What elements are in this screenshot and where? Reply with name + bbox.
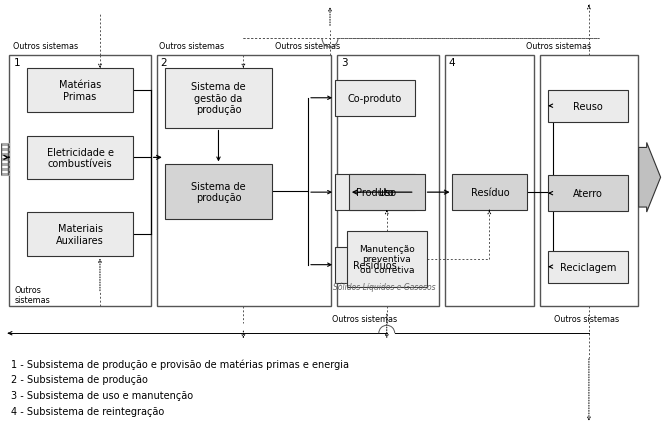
Bar <box>548 176 627 212</box>
Text: Aterro: Aterro <box>573 189 603 199</box>
FancyArrow shape <box>639 143 661 212</box>
Text: Outros sistemas: Outros sistemas <box>276 42 341 51</box>
Text: Sistema de
gestão da
produção: Sistema de gestão da produção <box>191 82 246 115</box>
Text: Outros sistemas: Outros sistemas <box>332 315 397 323</box>
Bar <box>157 56 331 307</box>
Bar <box>335 175 414 211</box>
Bar <box>349 175 424 211</box>
Text: Outros sistemas: Outros sistemas <box>526 42 592 51</box>
Text: 1 - Subsistema de produção e provisão de matérias primas e energia: 1 - Subsistema de produção e provisão de… <box>11 358 349 369</box>
Text: Matérias
Primas: Matérias Primas <box>59 80 101 101</box>
Bar <box>452 175 527 211</box>
Bar <box>548 251 627 283</box>
Bar <box>347 231 426 287</box>
Bar <box>335 247 414 283</box>
Bar <box>165 69 272 128</box>
Text: Sistema de
produção: Sistema de produção <box>191 181 246 203</box>
Text: Reciclagem: Reciclagem <box>560 262 616 272</box>
Bar <box>9 56 151 307</box>
Text: Resíduos: Resíduos <box>353 260 396 270</box>
Bar <box>444 56 534 307</box>
Text: 4: 4 <box>448 58 455 68</box>
Text: 2: 2 <box>161 58 167 68</box>
Bar <box>27 212 133 256</box>
Text: 1: 1 <box>13 58 20 68</box>
Text: Outros
sistemas: Outros sistemas <box>15 285 50 304</box>
Bar <box>335 81 414 117</box>
Bar <box>337 56 438 307</box>
Bar <box>548 91 627 122</box>
Text: Resíduo: Resíduo <box>471 188 509 198</box>
Bar <box>540 56 637 307</box>
Bar <box>27 69 133 112</box>
Text: Produto: Produto <box>356 188 394 198</box>
Text: Outros sistemas: Outros sistemas <box>554 315 620 323</box>
Text: Outros sistemas: Outros sistemas <box>159 42 224 51</box>
Text: 3: 3 <box>341 58 347 68</box>
Text: Sólidos Líquidos e Gasosos: Sólidos Líquidos e Gasosos <box>333 281 436 291</box>
Text: Uso: Uso <box>378 188 396 198</box>
Text: Manutenção
preventiva
ou corretiva: Manutenção preventiva ou corretiva <box>359 244 414 274</box>
Text: Outros sistemas: Outros sistemas <box>13 42 78 51</box>
Bar <box>165 165 272 219</box>
Text: 4 - Subsistema de reintegração: 4 - Subsistema de reintegração <box>11 406 165 416</box>
Text: Materiais
Auxiliares: Materiais Auxiliares <box>56 224 104 245</box>
Text: Reuso: Reuso <box>573 101 603 111</box>
Text: 2 - Subsistema de produção: 2 - Subsistema de produção <box>11 374 148 384</box>
Text: 3 - Subsistema de uso e manutenção: 3 - Subsistema de uso e manutenção <box>11 390 193 400</box>
Bar <box>27 136 133 180</box>
Text: Eletricidade e
combustíveis: Eletricidade e combustíveis <box>46 147 114 169</box>
Text: Co-produto: Co-produto <box>348 94 402 104</box>
